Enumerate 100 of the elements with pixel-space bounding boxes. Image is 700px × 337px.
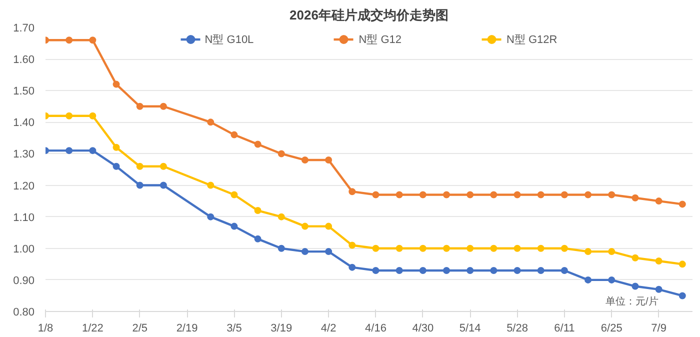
point [89,147,96,154]
point [207,213,214,220]
point [160,182,167,189]
legend-label: N型 G12R [506,32,558,46]
y-tick-label: 1.30 [13,148,35,161]
point [254,207,262,214]
point [278,150,285,158]
y-tick-label: 0.80 [13,306,35,318]
point [372,244,380,252]
point [348,264,356,271]
point [537,244,544,252]
point [278,213,285,220]
point [372,266,380,274]
point [207,118,214,126]
point [419,266,426,274]
y-tick-label: 1.20 [13,180,35,192]
x-tick-label: 5/28 [506,322,528,334]
point [160,162,167,170]
point [419,244,426,252]
point [112,80,120,88]
x-tick-label: 2/5 [132,322,148,334]
point [514,244,521,252]
x-tick-label: 4/30 [412,322,434,334]
point [608,191,616,198]
x-tick-label: 4/16 [365,322,386,334]
y-tick-label: 0.90 [13,274,35,287]
point [632,194,639,202]
legend-label: N型 G10L [204,32,254,46]
point [678,260,686,268]
point [136,162,144,170]
point [230,131,238,138]
point [396,191,403,198]
point [160,102,167,110]
point [514,191,521,198]
point [254,235,262,242]
point [443,266,450,274]
y-tick-label: 1.70 [13,22,35,34]
point [560,244,568,252]
x-tick-label: 3/19 [270,322,292,334]
x-tick-label: 1/22 [82,322,104,334]
point [678,292,686,300]
point [490,266,498,274]
point [66,147,73,154]
point [112,162,120,170]
y-tick-label: 1.00 [13,243,35,256]
point [230,191,238,198]
point [490,244,498,252]
point [325,222,332,230]
point [136,102,144,110]
point [514,266,521,274]
chart-title: 2026年硅片成交均价走势图 [290,8,448,22]
point [655,258,662,265]
point [466,244,474,252]
point [278,244,285,252]
point [301,222,308,230]
point [230,222,238,230]
x-tick-label: 7/9 [651,322,666,334]
point [325,248,332,256]
point [396,244,403,252]
point [537,266,544,274]
point [66,36,73,44]
x-tick-label: 4/2 [320,322,336,334]
x-tick-label: 5/14 [459,322,481,334]
point [301,156,308,164]
point [584,191,592,198]
point [207,182,214,189]
point [112,144,120,151]
point [301,248,308,256]
point [396,266,403,274]
annotation: 单位：元/片 [606,296,658,308]
point [372,191,380,198]
y-tick-label: 1.40 [13,117,35,130]
point [584,276,592,284]
legend-label: N型 G12 [358,32,402,46]
y-tick-label: 1.60 [13,54,35,66]
point [348,242,356,249]
point [655,198,662,205]
x-tick-label: 1/8 [38,322,54,334]
y-tick-label: 1.50 [13,86,35,98]
point [89,112,96,120]
point [678,200,686,208]
point [632,282,639,290]
point [136,182,144,189]
point [608,248,616,256]
x-tick-label: 2/19 [176,322,198,334]
point [560,191,568,198]
point [466,191,474,198]
point [655,286,662,293]
x-tick-label: 3/5 [226,322,242,334]
y-tick-label: 1.10 [13,212,35,224]
point [254,140,262,148]
point [466,266,474,274]
point [66,112,73,120]
point [490,191,498,198]
point [348,188,356,196]
point [443,191,450,198]
point [443,244,450,252]
point [584,248,592,256]
point [632,254,639,262]
x-tick-label: 6/25 [600,322,622,334]
